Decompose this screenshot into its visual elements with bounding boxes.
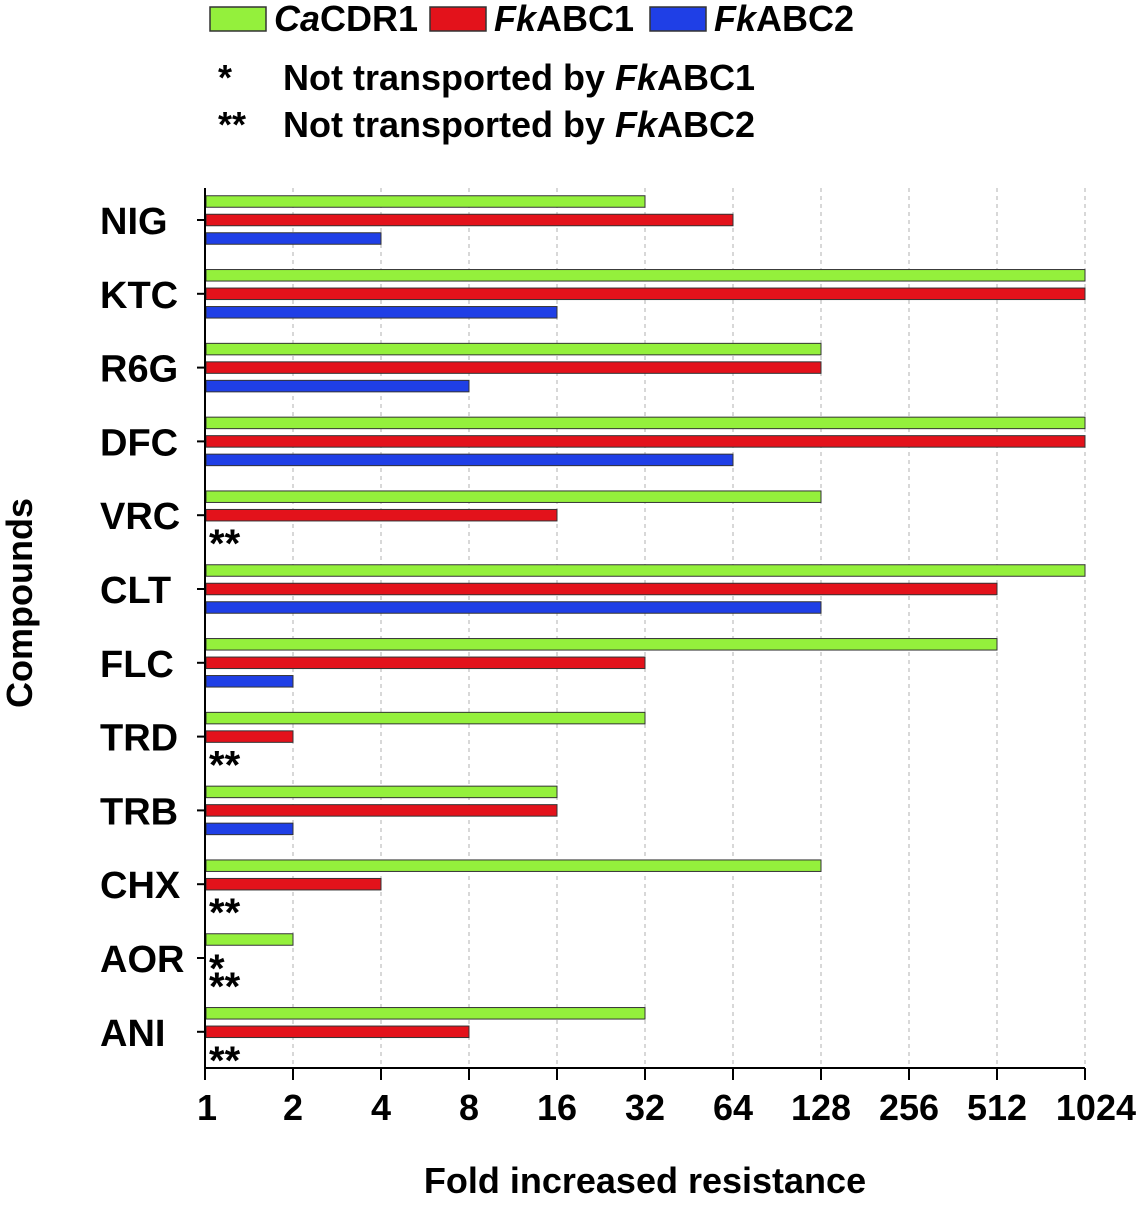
annotation-aor-single-star: * — [209, 947, 225, 991]
x-tick-label-256: 256 — [879, 1087, 939, 1128]
bar-vrc-cacdr1 — [205, 490, 822, 503]
gridlines — [292, 188, 1086, 1068]
category-label-flc: FLC — [100, 644, 174, 686]
x-tick-label-1024: 1024 — [1056, 1087, 1136, 1128]
category-label-nig: NIG — [100, 201, 168, 243]
bar-nig-fkabc2 — [205, 232, 382, 245]
annotation-aor-double-star: ** — [209, 965, 241, 1009]
annotation-chx-double-star: ** — [209, 891, 241, 935]
bar-trd-cacdr1 — [205, 711, 646, 725]
category-label-ani: ANI — [100, 1013, 165, 1055]
category-label-aor: AOR — [100, 939, 184, 981]
bar-nig-cacdr1 — [205, 195, 646, 208]
legend-swatch-fkabc2 — [649, 6, 707, 32]
bar-aor-cacdr1 — [205, 933, 294, 946]
bar-ktc-fkabc2 — [205, 306, 558, 319]
bar-ktc-cacdr1 — [205, 269, 1086, 282]
category-label-dfc: DFC — [100, 422, 178, 464]
bar-trb-cacdr1 — [205, 785, 558, 799]
bar-trb-fkabc1 — [205, 804, 558, 817]
bar-ani-fkabc1 — [205, 1025, 470, 1039]
bar-flc-cacdr1 — [205, 638, 998, 651]
footnotes: * Not transported by FkABC1 ** Not transpor… — [218, 57, 755, 145]
bar-clt-cacdr1 — [205, 564, 1086, 577]
bar-flc-fkabc1 — [205, 656, 646, 670]
x-tick-label-128: 128 — [791, 1087, 851, 1128]
category-label-vrc: VRC — [100, 496, 180, 538]
x-tick-label-32: 32 — [625, 1087, 665, 1128]
category-label-trd: TRD — [100, 718, 178, 760]
bar-clt-fkabc2 — [205, 601, 822, 614]
category-label-trb: TRB — [100, 791, 178, 833]
legend-label-fkabc2: FkABC2 — [714, 0, 854, 39]
bar-dfc-fkabc1 — [205, 435, 1086, 448]
bar-chx-fkabc1 — [205, 877, 382, 891]
y-axis-title: Compounds — [0, 498, 40, 708]
footnote-symbol-2: ** — [218, 104, 246, 145]
x-tick-label-64: 64 — [713, 1087, 753, 1128]
category-label-ktc: KTC — [100, 275, 178, 317]
footnote-text-1: Not transported by FkABC1 — [283, 57, 755, 98]
bar-ktc-fkabc1 — [205, 287, 1086, 301]
x-tick-label-512: 512 — [967, 1087, 1027, 1128]
bars — [205, 195, 1086, 1039]
bar-dfc-fkabc2 — [205, 453, 734, 467]
category-label-clt: CLT — [100, 570, 171, 612]
annotation-trd-double-star: ** — [209, 744, 241, 788]
bar-r6g-cacdr1 — [205, 342, 822, 356]
axes — [197, 188, 1086, 1080]
bar-r6g-fkabc2 — [205, 379, 470, 393]
footnote-text-2: Not transported by FkABC2 — [283, 104, 755, 145]
bar-nig-fkabc1 — [205, 213, 734, 227]
bar-r6g-fkabc1 — [205, 361, 822, 374]
x-tick-label-16: 16 — [537, 1087, 577, 1128]
bar-clt-fkabc1 — [205, 582, 998, 596]
bar-ani-cacdr1 — [205, 1007, 646, 1020]
bar-trd-fkabc1 — [205, 730, 294, 743]
bar-vrc-fkabc1 — [205, 508, 558, 522]
legend-swatch-cacdr1 — [209, 6, 267, 32]
legend: CaCDR1 FkABC1 FkABC2 — [209, 0, 854, 39]
bar-flc-fkabc2 — [205, 675, 294, 688]
annotation-ani-double-star: ** — [209, 1039, 241, 1083]
labels: 1 2 4 8 16 32 64 128 256 512 1024 NIG KTC R6G DFC VRC CL… — [0, 201, 1136, 1201]
x-tick-label-2: 2 — [283, 1087, 303, 1128]
bar-dfc-cacdr1 — [205, 416, 1086, 430]
category-label-chx: CHX — [100, 865, 181, 907]
bar-trb-fkabc2 — [205, 822, 294, 836]
x-axis-title: Fold increased resistance — [424, 1160, 866, 1200]
x-tick-label-1: 1 — [197, 1087, 217, 1128]
legend-label-fkabc1: FkABC1 — [494, 0, 634, 39]
x-tick-label-4: 4 — [371, 1087, 391, 1128]
bar-chx-cacdr1 — [205, 859, 822, 872]
x-tick-label-8: 8 — [459, 1087, 479, 1128]
legend-label-cacdr1: CaCDR1 — [274, 0, 418, 39]
annotation-vrc-double-star: ** — [209, 522, 241, 566]
category-label-r6g: R6G — [100, 349, 178, 391]
footnote-symbol-1: * — [218, 57, 232, 98]
legend-swatch-fkabc1 — [429, 6, 487, 32]
